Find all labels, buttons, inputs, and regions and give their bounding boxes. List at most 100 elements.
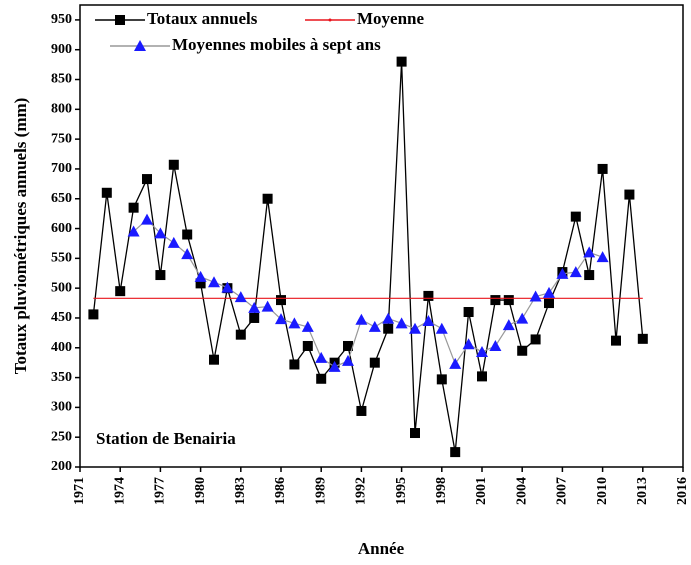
- marker: [261, 300, 274, 312]
- plot-frame: [79, 4, 684, 468]
- y-tick-label: 300: [51, 400, 72, 415]
- y-tick-label: 200: [51, 459, 72, 474]
- x-tick-label: 1995: [394, 477, 409, 505]
- marker: [489, 339, 502, 351]
- marker: [248, 301, 261, 313]
- marker: [181, 248, 194, 260]
- marker: [141, 213, 153, 225]
- marker: [502, 319, 515, 331]
- marker: [410, 428, 420, 439]
- marker: [289, 359, 300, 370]
- legend-label: Totaux annuels: [147, 9, 258, 28]
- x-tick-label: 1992: [354, 477, 369, 505]
- marker: [275, 313, 287, 325]
- marker: [155, 270, 166, 281]
- marker: [530, 334, 541, 345]
- marker: [624, 189, 635, 200]
- marker: [490, 295, 501, 306]
- marker: [88, 309, 99, 320]
- marker: [328, 360, 341, 372]
- marker: [101, 187, 112, 198]
- marker: [597, 163, 608, 174]
- marker: [301, 320, 314, 332]
- y-tick-label: 700: [51, 161, 72, 176]
- x-tick-label: 1974: [112, 477, 127, 505]
- y-tick-label: 800: [51, 102, 72, 117]
- x-tick-label: 1977: [153, 477, 168, 505]
- y-tick-label: 950: [51, 12, 72, 27]
- line: [92, 61, 644, 453]
- marker: [476, 345, 488, 357]
- y-tick-label: 250: [51, 429, 72, 444]
- y-tick-label: 450: [51, 310, 72, 325]
- marker: [529, 290, 542, 302]
- marker: [517, 345, 528, 356]
- y-tick-label: 650: [51, 191, 72, 206]
- x-tick-label: 2010: [595, 477, 610, 505]
- marker: [194, 270, 207, 282]
- x-tick-label: 1971: [72, 477, 87, 505]
- line: [133, 218, 603, 368]
- marker: [195, 278, 206, 289]
- marker: [209, 354, 219, 365]
- y-tick-label: 600: [51, 221, 72, 236]
- marker: [382, 312, 395, 324]
- marker: [128, 202, 139, 213]
- marker: [142, 174, 152, 185]
- annotation: Station de Benairia: [96, 429, 236, 448]
- y-axis-label: Totaux pluviométriques annuels (mm): [11, 98, 30, 375]
- marker: [423, 290, 434, 301]
- marker: [544, 298, 554, 309]
- x-tick-label: 2013: [635, 477, 650, 505]
- marker: [167, 236, 180, 248]
- marker: [516, 312, 529, 324]
- marker: [569, 266, 582, 278]
- y-tick-label: 350: [51, 370, 72, 385]
- marker: [221, 281, 234, 293]
- marker: [154, 227, 167, 239]
- marker: [503, 295, 514, 306]
- marker: [355, 313, 368, 325]
- marker: [249, 312, 260, 323]
- marker: [570, 211, 581, 222]
- marker: [383, 323, 394, 334]
- y-tick-label: 750: [51, 131, 72, 146]
- marker: [356, 405, 367, 416]
- marker: [234, 291, 247, 303]
- y-tick-label: 550: [51, 251, 72, 266]
- marker: [462, 338, 475, 350]
- legend-marker: [115, 15, 125, 25]
- marker: [583, 246, 596, 258]
- marker: [302, 340, 313, 351]
- x-axis-label: Année: [358, 539, 405, 558]
- legend-marker: [134, 40, 146, 51]
- x-tick-label: 2016: [675, 477, 690, 505]
- marker: [127, 225, 140, 237]
- marker: [449, 357, 462, 369]
- marker: [477, 371, 487, 382]
- marker: [208, 276, 220, 288]
- marker: [396, 56, 407, 67]
- marker: [262, 193, 273, 204]
- marker: [168, 159, 179, 170]
- marker: [611, 335, 621, 346]
- marker: [315, 351, 328, 363]
- marker: [435, 322, 448, 334]
- x-tick-label: 1986: [273, 477, 288, 505]
- legend-label: Moyenne: [357, 9, 425, 28]
- y-tick-label: 900: [51, 42, 72, 57]
- marker: [316, 373, 327, 384]
- x-tick-label: 1989: [313, 477, 328, 505]
- x-tick-label: 2007: [555, 477, 570, 505]
- marker: [409, 322, 421, 334]
- marker: [450, 447, 461, 458]
- marker: [288, 317, 301, 329]
- marker: [276, 295, 286, 306]
- y-tick-label: 400: [51, 340, 72, 355]
- marker: [369, 357, 380, 368]
- marker: [584, 270, 595, 281]
- x-tick-label: 1983: [233, 477, 248, 505]
- legend-label: Moyennes mobiles à sept ans: [172, 35, 381, 54]
- marker: [543, 286, 555, 298]
